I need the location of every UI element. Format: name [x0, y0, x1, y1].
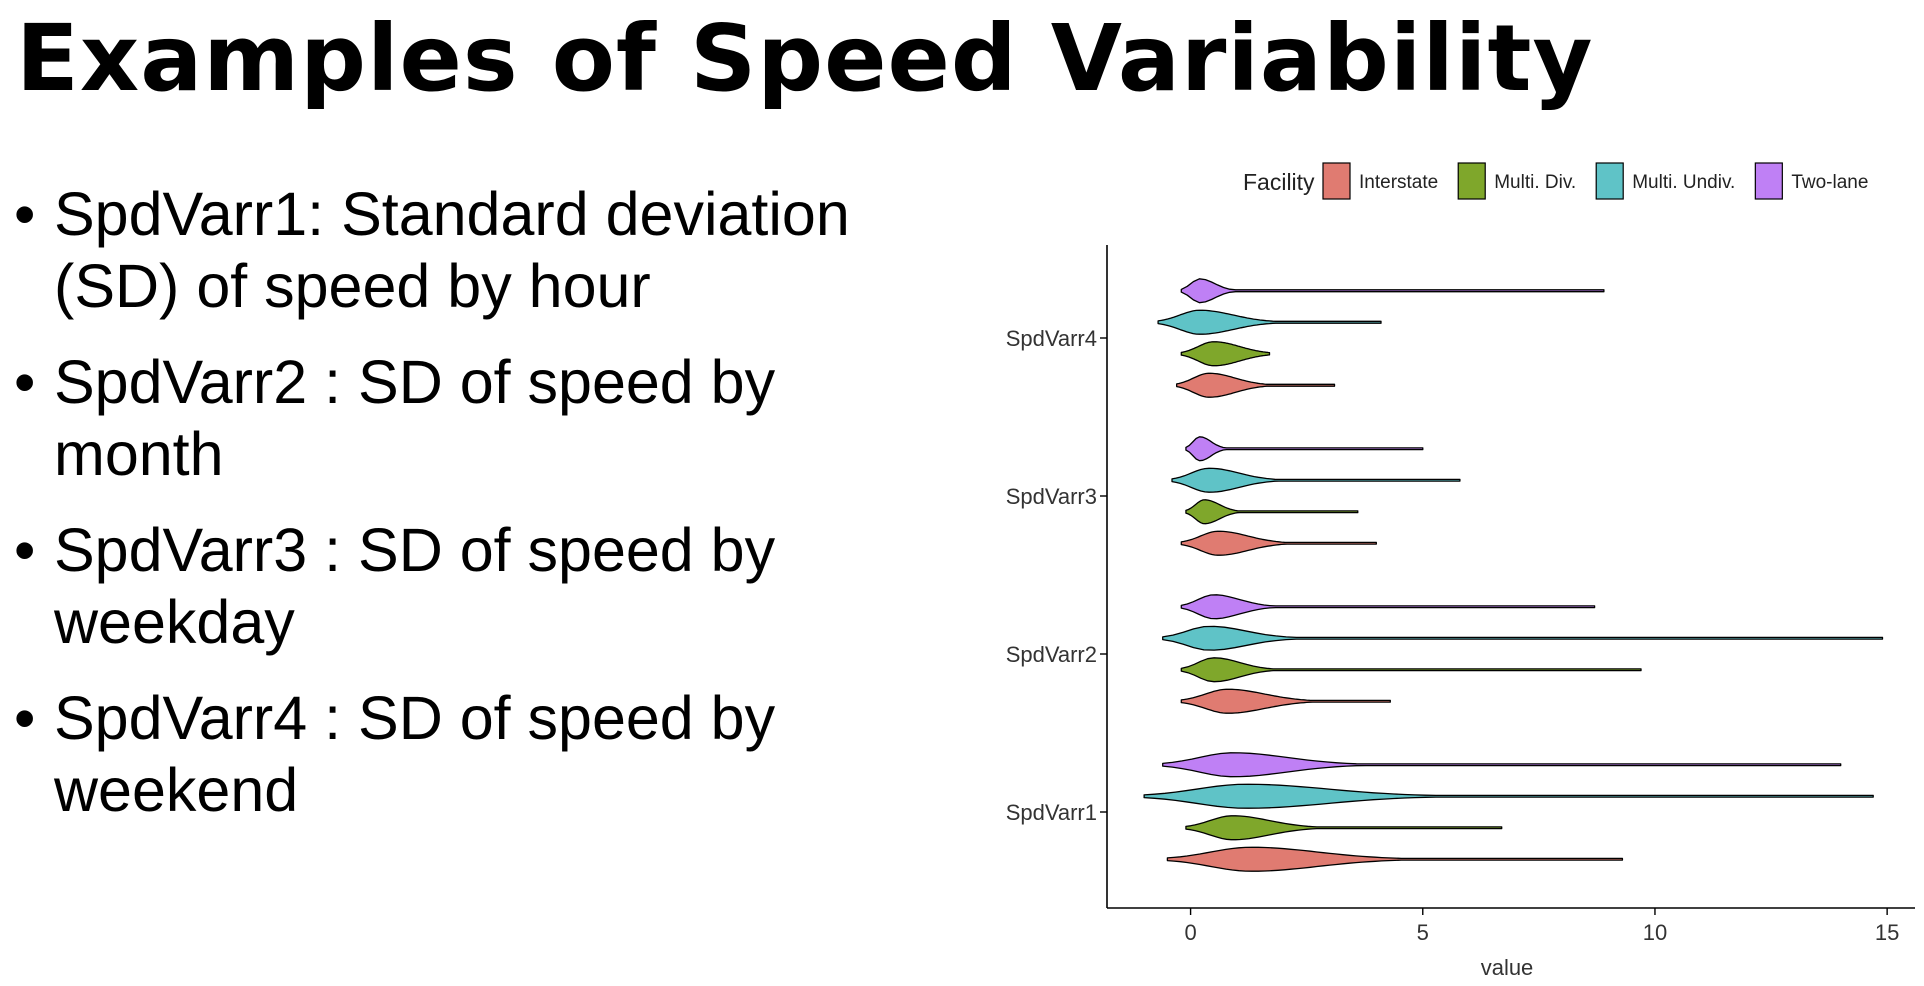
- legend-label: Multi. Div.: [1494, 172, 1576, 193]
- violin-two-lane: [1180, 278, 1605, 304]
- bullet-item: • SpdVarr3 : SD of speed by weekday: [14, 514, 944, 658]
- bullet-text: SpdVarr2 : SD of speed by month: [54, 348, 776, 488]
- bullet-text: SpdVarr3 : SD of speed by weekday: [54, 516, 776, 656]
- violin-interstate: [1166, 846, 1624, 872]
- x-tick-label: 0: [1184, 920, 1196, 945]
- legend-label: Two-lane: [1791, 172, 1868, 193]
- violin-two-lane: [1162, 752, 1842, 778]
- violin-multi-div: [1180, 341, 1271, 367]
- legend-swatch: [1595, 162, 1624, 200]
- violin-multi-div: [1185, 499, 1359, 525]
- bullet-item: • SpdVarr2 : SD of speed by month: [14, 346, 944, 490]
- x-tick-label: 15: [1875, 920, 1899, 945]
- bullet-dot: •: [14, 348, 36, 416]
- bullet-dot: •: [14, 180, 36, 248]
- violin-interstate: [1180, 688, 1391, 714]
- bullet-text: SpdVarr4 : SD of speed by weekend: [54, 684, 776, 824]
- violin-interstate: [1176, 372, 1336, 398]
- legend-swatch: [1322, 162, 1351, 200]
- y-tick-label: SpdVarr4: [1006, 326, 1097, 351]
- legend-label: Multi. Undiv.: [1632, 172, 1735, 193]
- slide-title: Examples of Speed Variability: [16, 5, 1594, 112]
- plot-area: 0 5 10 15 SpdVarr1 SpdVarr2 SpdVarr3 SpdVarr4: [1006, 245, 1915, 945]
- violin-chart: Facility Interstate Multi. Div. Multi. Und…: [1006, 162, 1915, 980]
- violin-interstate: [1180, 530, 1377, 556]
- legend-swatch: [1754, 162, 1783, 200]
- y-tick-label: SpdVarr2: [1006, 642, 1097, 667]
- violin-two-lane: [1180, 594, 1596, 620]
- bullet-dot: •: [14, 684, 36, 752]
- legend-label: Interstate: [1359, 172, 1438, 193]
- x-tick-label: 5: [1417, 920, 1429, 945]
- bullet-item: • SpdVarr4 : SD of speed by weekend: [14, 682, 944, 826]
- violin-multi-div: [1185, 815, 1503, 841]
- bullet-item: • SpdVarr1: Standard deviation (SD) of s…: [14, 178, 944, 322]
- violin-multi-undiv: [1143, 783, 1874, 809]
- violin-two-lane: [1185, 436, 1424, 462]
- y-tick-label: SpdVarr3: [1006, 484, 1097, 509]
- violin-multi-div: [1180, 657, 1642, 683]
- bullet-list: • SpdVarr1: Standard deviation (SD) of s…: [14, 178, 944, 850]
- y-tick-label: SpdVarr1: [1006, 800, 1097, 825]
- legend-title: Facility: [1243, 169, 1315, 195]
- x-axis-label: value: [1481, 955, 1534, 980]
- bullet-dot: •: [14, 516, 36, 584]
- violin-multi-undiv: [1162, 625, 1884, 651]
- legend-swatch: [1457, 162, 1486, 200]
- violin-multi-undiv: [1157, 309, 1382, 335]
- bullet-text: SpdVarr1: Standard deviation (SD) of spe…: [54, 180, 850, 320]
- x-tick-label: 10: [1643, 920, 1667, 945]
- chart-legend: Facility Interstate Multi. Div. Multi. Und…: [1243, 162, 1868, 200]
- violin-multi-undiv: [1171, 467, 1461, 493]
